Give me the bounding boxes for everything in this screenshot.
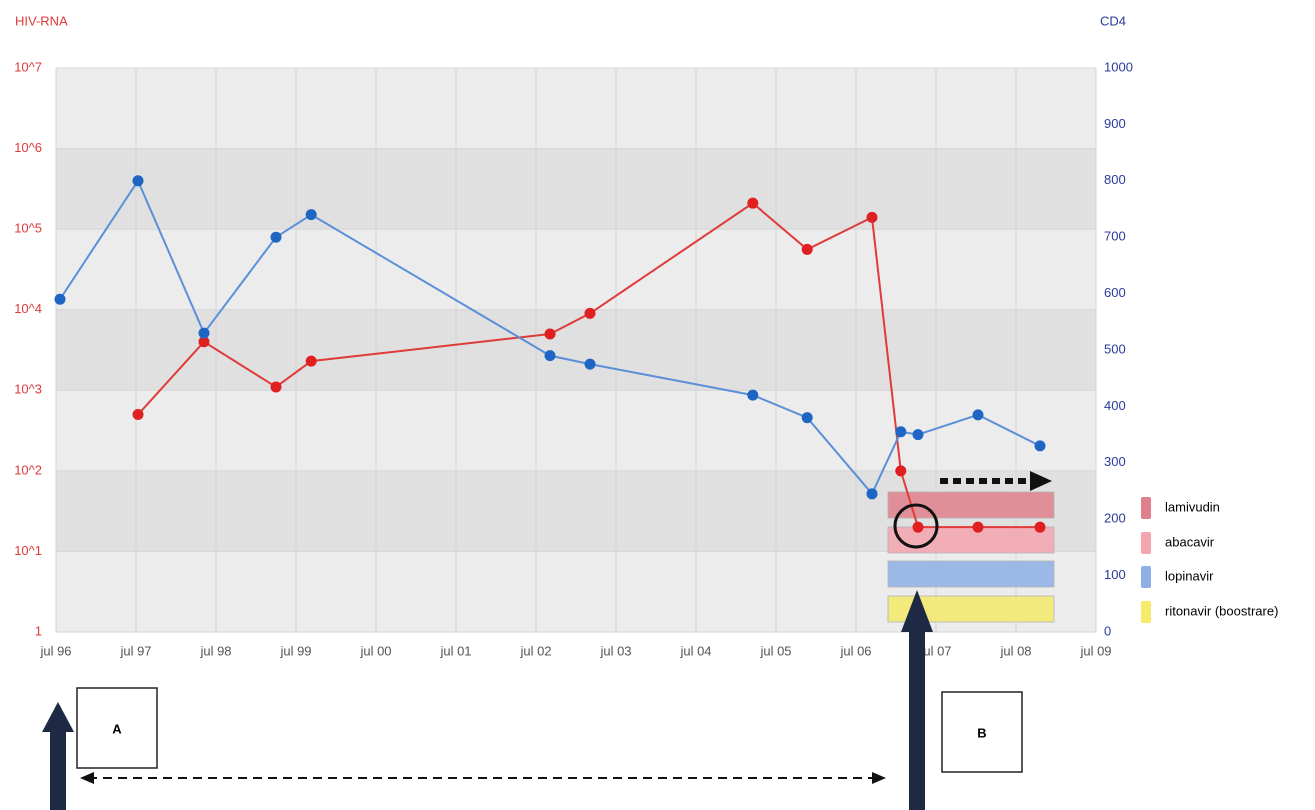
data-point <box>972 409 984 421</box>
treatment-bar <box>887 560 1055 588</box>
x-tick-label: jul 97 <box>119 643 151 658</box>
data-point <box>305 209 317 221</box>
data-point <box>895 465 907 477</box>
x-tick-label: jul 04 <box>679 643 711 658</box>
x-tick-label: jul 09 <box>1079 643 1111 658</box>
y-tick-label: 10^2 <box>14 462 42 477</box>
arrow <box>42 590 933 810</box>
data-point <box>132 175 144 187</box>
legend-swatch <box>1141 566 1151 588</box>
data-point <box>747 197 759 209</box>
legend-label: lopinavir <box>1165 568 1214 583</box>
y2-tick-label: 100 <box>1104 567 1126 582</box>
x-tick-label: jul 05 <box>759 643 791 658</box>
y-tick-label: 10^7 <box>14 59 42 74</box>
legend-swatch <box>1141 532 1151 554</box>
data-point <box>1034 440 1046 452</box>
y2-tick-label: 900 <box>1104 116 1126 131</box>
y2-tick-label: 200 <box>1104 511 1126 526</box>
timespan-arrow <box>80 772 886 784</box>
data-point <box>895 426 907 438</box>
data-point <box>270 231 282 243</box>
data-point <box>912 429 924 441</box>
y2-tick-label: 800 <box>1104 172 1126 187</box>
data-point <box>544 350 556 362</box>
y-axis-title: HIV-RNA <box>15 13 68 28</box>
grid-band <box>56 148 1096 230</box>
annotation-label: B <box>977 725 986 740</box>
data-point <box>584 358 596 370</box>
y2-tick-label: 700 <box>1104 229 1126 244</box>
data-point <box>544 328 556 340</box>
y2-tick-label: 0 <box>1104 623 1111 638</box>
legend-label: lamivudin <box>1165 499 1220 514</box>
data-point <box>198 327 210 339</box>
legend-swatch <box>1141 497 1151 519</box>
x-tick-label: jul 96 <box>39 643 71 658</box>
annotation-label: A <box>112 721 122 736</box>
data-point <box>801 412 813 424</box>
y-tick-label: 10^5 <box>14 221 42 236</box>
y-tick-label: 10^1 <box>14 543 42 558</box>
x-tick-label: jul 08 <box>999 643 1031 658</box>
y-tick-label: 10^4 <box>14 301 42 316</box>
data-point <box>1034 521 1046 533</box>
y2-axis-title: CD4 <box>1100 13 1126 28</box>
x-tick-label: jul 03 <box>599 643 631 658</box>
data-point <box>801 243 813 255</box>
data-point <box>972 521 984 533</box>
data-point <box>132 409 144 421</box>
y2-tick-label: 300 <box>1104 454 1126 469</box>
y-tick-label: 1 <box>35 623 42 638</box>
data-point <box>305 355 317 367</box>
grid-band <box>56 309 1096 391</box>
x-tick-label: jul 02 <box>519 643 551 658</box>
x-tick-label: jul 98 <box>199 643 231 658</box>
data-point <box>866 488 878 500</box>
data-point <box>866 211 878 223</box>
y2-tick-label: 400 <box>1104 398 1126 413</box>
continuation-arrow <box>940 471 1052 491</box>
x-tick-label: jul 07 <box>919 643 951 658</box>
highlight-circle <box>893 503 939 549</box>
x-tick-label: jul 99 <box>279 643 311 658</box>
plot-area: 1 10^1 10^2 10^3 10^4 10^5 10^6 10^7 jul 96 jul 9… <box>14 59 1133 658</box>
legend-swatch <box>1141 601 1151 623</box>
data-point <box>54 293 66 305</box>
y2-tick-label: 600 <box>1104 285 1126 300</box>
y2-tick-label: 500 <box>1104 341 1126 356</box>
legend-label: abacavir <box>1165 534 1215 549</box>
y2-tick-label: 1000 <box>1104 59 1133 74</box>
data-point <box>270 381 282 393</box>
x-tick-label: jul 01 <box>439 643 471 658</box>
data-point <box>198 336 210 348</box>
data-point <box>912 521 924 533</box>
data-point <box>584 307 596 319</box>
annotation-box <box>76 687 158 769</box>
y-tick-label: 10^3 <box>14 382 42 397</box>
x-tick-label: jul 06 <box>839 643 871 658</box>
annotation-box <box>941 691 1023 773</box>
treatment-bar <box>887 526 1055 554</box>
data-point <box>747 389 759 401</box>
y-tick-label: 10^6 <box>14 140 42 155</box>
x-tick-label: jul 00 <box>359 643 391 658</box>
legend-label: ritonavir (boostrare) <box>1165 603 1278 618</box>
